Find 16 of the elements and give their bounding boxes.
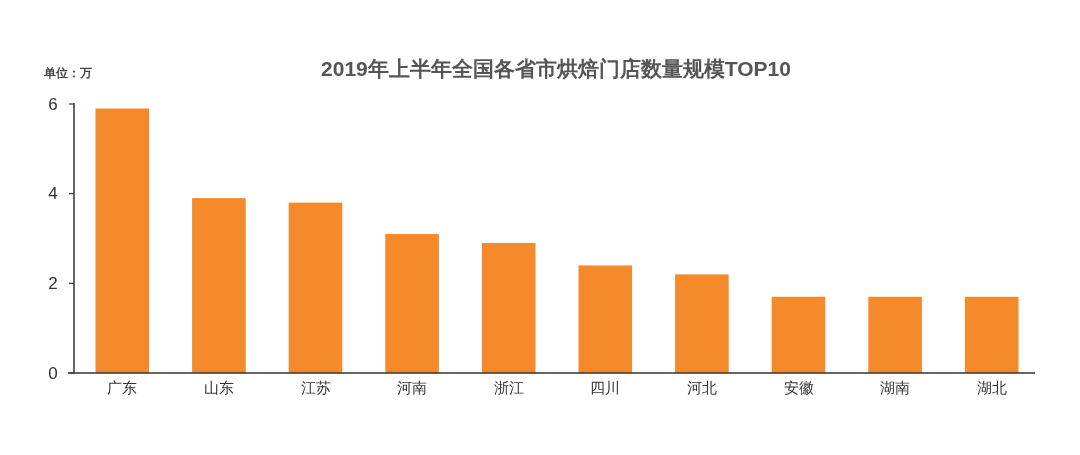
y-tick-label: 0	[48, 363, 58, 383]
x-tick-label: 安徽	[783, 378, 814, 396]
x-tick-label: 山东	[203, 378, 234, 396]
x-tick-label: 湖南	[880, 378, 911, 396]
y-tick-label: 2	[48, 273, 58, 293]
x-tick-label: 湖北	[976, 378, 1007, 396]
x-tick-label: 江苏	[300, 378, 331, 396]
x-tick-label: 河北	[686, 378, 717, 396]
x-tick-label: 浙江	[493, 378, 524, 396]
y-tick-label: 4	[48, 184, 58, 204]
x-tick-label: 广东	[107, 378, 138, 396]
y-tick-label: 6	[48, 94, 58, 114]
x-tick-label: 四川	[590, 378, 621, 396]
chart-title: 2019年上半年全国各省市烘焙门店数量规模TOP10	[321, 56, 791, 80]
y-axis-title: 单位：万	[43, 66, 92, 80]
x-tick-label: 河南	[397, 378, 428, 396]
